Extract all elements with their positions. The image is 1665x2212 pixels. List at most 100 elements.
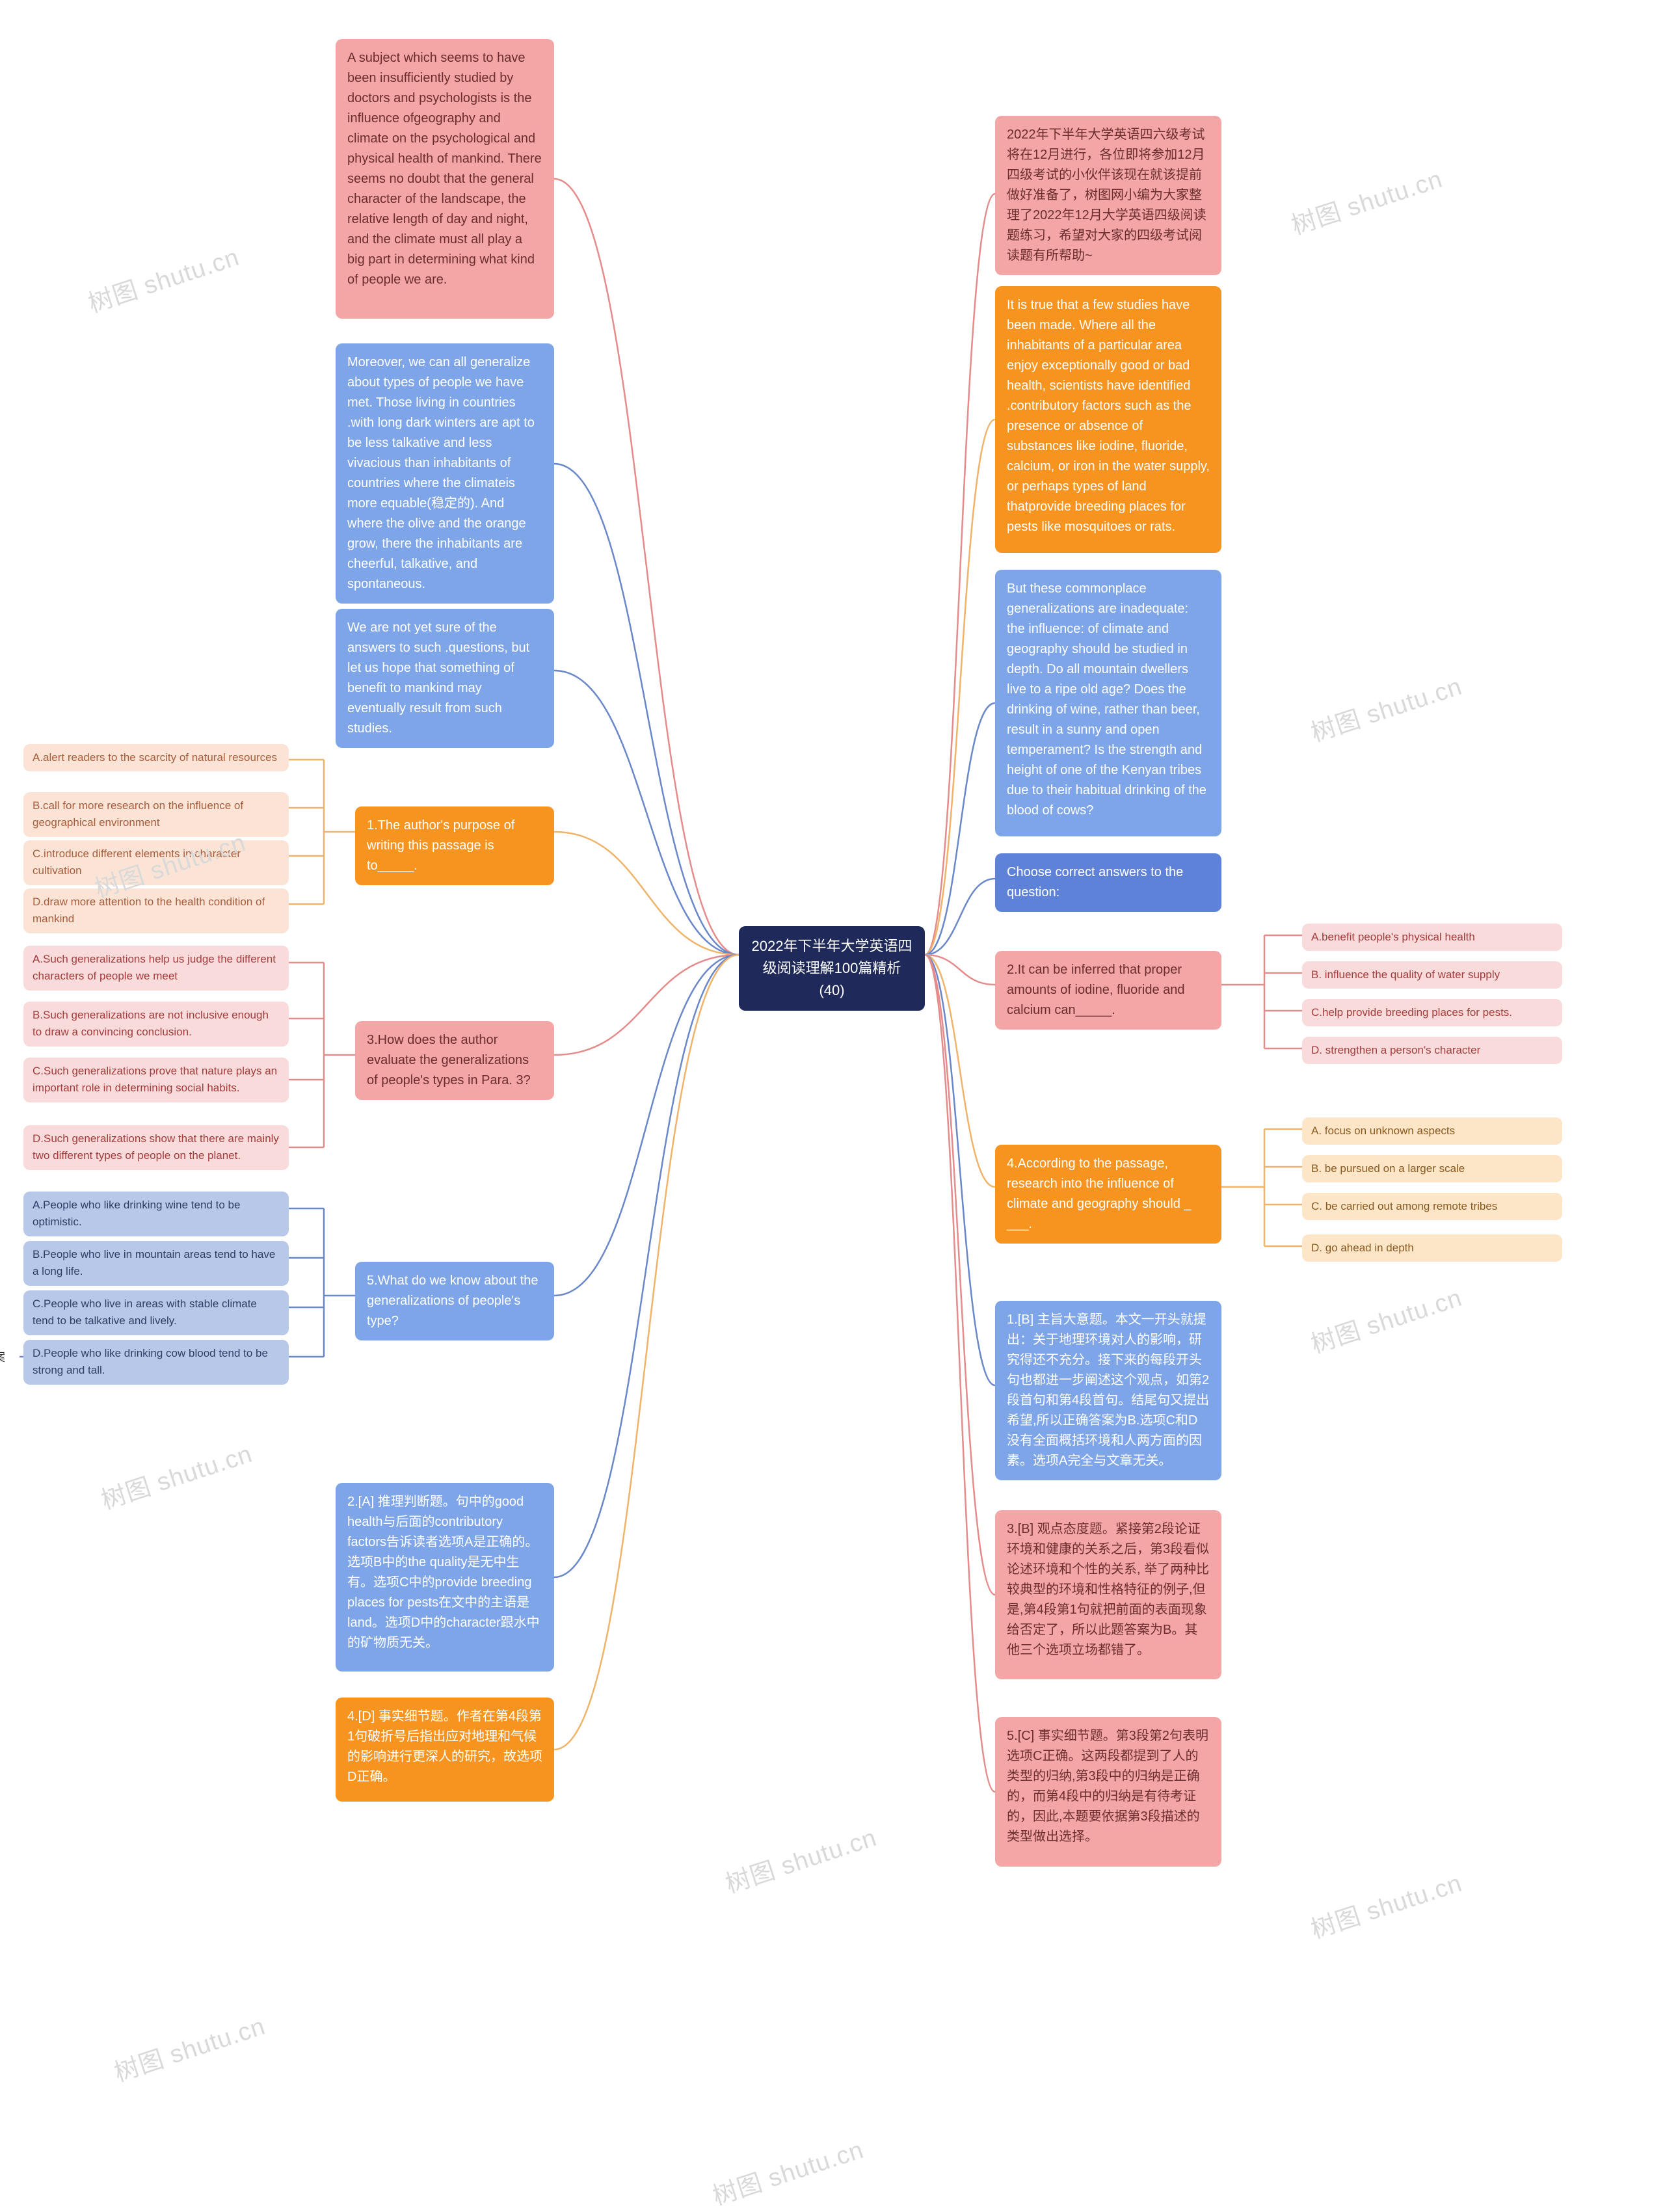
node-q1-opt-1: B.call for more research on the influenc… (23, 792, 289, 837)
node-q1-opt-0: A.alert readers to the scarcity of natur… (23, 744, 289, 771)
node-q1-opt-0-text: A.alert readers to the scarcity of natur… (33, 751, 277, 764)
node-right_intro-text: 2022年下半年大学英语四六级考试将在12月进行，各位即将参加12月四级考试的小… (1007, 127, 1206, 263)
connector-path (925, 955, 995, 1187)
connector-path (554, 464, 739, 955)
watermark-3-text: 树图 shutu.cn (1308, 673, 1465, 747)
node-q5-opt-2-text: C.People who live in areas with stable c… (33, 1298, 257, 1327)
node-q4: 4.According to the passage, research int… (995, 1145, 1221, 1244)
node-ans2-text: 2.[A] 推理判断题。句中的good health与后面的contributo… (347, 1495, 540, 1650)
node-q3-text: 3.How does the author evaluate the gener… (367, 1033, 531, 1087)
node-right_para2: It is true that a few studies have been … (995, 286, 1221, 553)
node-q5-opt-0-text: A.People who like drinking wine tend to … (33, 1199, 240, 1228)
node-q4-opt-2-text: C. be carried out among remote tribes (1311, 1200, 1497, 1212)
node-right_choose: Choose correct answers to the question: (995, 853, 1221, 912)
node-q1-text: 1.The author's purpose of writing this p… (367, 818, 514, 873)
reference-answer-text: 参考答案 (0, 1351, 5, 1364)
node-ans1-text: 1.[B] 主旨大意题。本文一开头就提出：关于地理环境对人的影响，研究得还不充分… (1007, 1313, 1209, 1468)
watermark-7: 树图 shutu.cn (109, 2006, 269, 2088)
node-right_choose-text: Choose correct answers to the question: (1007, 865, 1183, 899)
watermark-6-text: 树图 shutu.cn (723, 1824, 880, 1899)
watermark-4: 树图 shutu.cn (96, 1433, 256, 1516)
node-left_para1: A subject which seems to have been insuf… (336, 39, 554, 319)
node-ans2: 2.[A] 推理判断题。句中的good health与后面的contributo… (336, 1483, 554, 1672)
node-q2-text: 2.It can be inferred that proper amounts… (1007, 963, 1185, 1017)
connector-path (925, 420, 995, 955)
node-right_intro: 2022年下半年大学英语四六级考试将在12月进行，各位即将参加12月四级考试的小… (995, 116, 1221, 275)
node-ans4: 4.[D] 事实细节题。作者在第4段第1句破折号后指出应对地理和气候的影响进行更… (336, 1698, 554, 1802)
node-q2-opt-2-text: C.help provide breeding places for pests… (1311, 1006, 1512, 1019)
watermark-6: 树图 shutu.cn (720, 1817, 880, 1900)
center-node: 2022年下半年大学英语四级阅读理解100篇精析(40) (739, 926, 925, 1011)
connector-path (554, 955, 739, 1055)
node-q5-opt-2: C.People who live in areas with stable c… (23, 1290, 289, 1335)
connector-path (925, 955, 995, 1792)
watermark-0-text: 树图 shutu.cn (85, 244, 243, 318)
node-q5-text: 5.What do we know about the generalizati… (367, 1273, 539, 1328)
watermark-9-text: 树图 shutu.cn (710, 2137, 867, 2211)
node-q2-opt-0: A.benefit people's physical health (1302, 924, 1562, 951)
node-q5-opt-3: D.People who like drinking cow blood ten… (23, 1340, 289, 1385)
connector-path (925, 955, 995, 985)
watermark-8: 树图 shutu.cn (1305, 1863, 1465, 1945)
node-q2-opt-2: C.help provide breeding places for pests… (1302, 999, 1562, 1026)
watermark-4-text: 树图 shutu.cn (98, 1441, 256, 1515)
node-q1-opt-3: D.draw more attention to the health cond… (23, 888, 289, 933)
node-left_para3-text: Moreover, we can all generalize about ty… (347, 355, 535, 591)
node-q1-opt-2-text: C.introduce different elements in charac… (33, 847, 241, 877)
node-q1-opt-1-text: B.call for more research on the influenc… (33, 799, 243, 829)
connector-path (925, 194, 995, 955)
node-q4-opt-3: D. go ahead in depth (1302, 1234, 1562, 1262)
node-ans3: 3.[B] 观点态度题。紧接第2段论证环境和健康的关系之后，第3段看似论述环境和… (995, 1510, 1221, 1679)
node-q5-opt-0: A.People who like drinking wine tend to … (23, 1192, 289, 1236)
node-right_para4-text: But these commonplace generalizations ar… (1007, 581, 1206, 818)
node-q4-opt-2: C. be carried out among remote tribes (1302, 1193, 1562, 1220)
node-right_para2-text: It is true that a few studies have been … (1007, 298, 1210, 534)
node-right_para4: But these commonplace generalizations ar… (995, 570, 1221, 836)
node-q5-opt-1: B.People who live in mountain areas tend… (23, 1241, 289, 1286)
watermark-7-text: 树图 shutu.cn (111, 2013, 269, 2087)
watermark-0: 树图 shutu.cn (83, 237, 243, 319)
node-q4-opt-0: A. focus on unknown aspects (1302, 1117, 1562, 1145)
node-q4-opt-0-text: A. focus on unknown aspects (1311, 1125, 1455, 1137)
connector-path (925, 955, 995, 1385)
node-q5-opt-3-text: D.People who like drinking cow blood ten… (33, 1347, 268, 1376)
node-q1: 1.The author's purpose of writing this p… (355, 806, 554, 885)
connector-path (554, 832, 739, 955)
node-q3: 3.How does the author evaluate the gener… (355, 1021, 554, 1100)
node-q4-opt-1-text: B. be pursued on a larger scale (1311, 1162, 1465, 1175)
node-left_para5: We are not yet sure of the answers to su… (336, 609, 554, 748)
connector-path (925, 955, 995, 1595)
node-ans1: 1.[B] 主旨大意题。本文一开头就提出：关于地理环境对人的影响，研究得还不充分… (995, 1301, 1221, 1480)
connector-path (554, 671, 739, 955)
node-q2-opt-1: B. influence the quality of water supply (1302, 961, 1562, 989)
node-q3-opt-0: A.Such generalizations help us judge the… (23, 946, 289, 991)
node-q5: 5.What do we know about the generalizati… (355, 1262, 554, 1340)
node-left_para3: Moreover, we can all generalize about ty… (336, 343, 554, 604)
watermark-5-text: 树图 shutu.cn (1308, 1285, 1465, 1359)
node-q2-opt-1-text: B. influence the quality of water supply (1311, 968, 1500, 981)
node-q2-opt-3: D. strengthen a person's character (1302, 1037, 1562, 1064)
node-ans5-text: 5.[C] 事实细节题。第3段第2句表明选项C正确。这两段都提到了人的类型的归纳… (1007, 1729, 1208, 1844)
center-text: 2022年下半年大学英语四级阅读理解100篇精析(40) (751, 935, 913, 1002)
watermark-3: 树图 shutu.cn (1305, 666, 1465, 749)
watermark-9: 树图 shutu.cn (707, 2129, 867, 2212)
node-ans3-text: 3.[B] 观点态度题。紧接第2段论证环境和健康的关系之后，第3段看似论述环境和… (1007, 1522, 1209, 1657)
node-q3-opt-2: C.Such generalizations prove that nature… (23, 1058, 289, 1102)
node-q1-opt-2: C.introduce different elements in charac… (23, 840, 289, 885)
watermark-1-text: 树图 shutu.cn (1288, 166, 1446, 240)
node-q4-opt-3-text: D. go ahead in depth (1311, 1242, 1414, 1254)
node-q2: 2.It can be inferred that proper amounts… (995, 951, 1221, 1030)
node-q4-opt-1: B. be pursued on a larger scale (1302, 1155, 1562, 1182)
connector-path (554, 179, 739, 955)
node-q1-opt-3-text: D.draw more attention to the health cond… (33, 896, 265, 925)
watermark-8-text: 树图 shutu.cn (1308, 1870, 1465, 1944)
connector-path (925, 703, 995, 955)
node-ans4-text: 4.[D] 事实细节题。作者在第4段第1句破折号后指出应对地理和气候的影响进行更… (347, 1709, 542, 1784)
node-q3-opt-3: D.Such generalizations show that there a… (23, 1125, 289, 1170)
connector-path (925, 879, 995, 955)
node-q3-opt-2-text: C.Such generalizations prove that nature… (33, 1065, 277, 1094)
connector-path (554, 955, 739, 1296)
node-q3-opt-1: B.Such generalizations are not inclusive… (23, 1002, 289, 1046)
connector-path (554, 955, 739, 1750)
node-q5-opt-1-text: B.People who live in mountain areas tend… (33, 1248, 275, 1277)
